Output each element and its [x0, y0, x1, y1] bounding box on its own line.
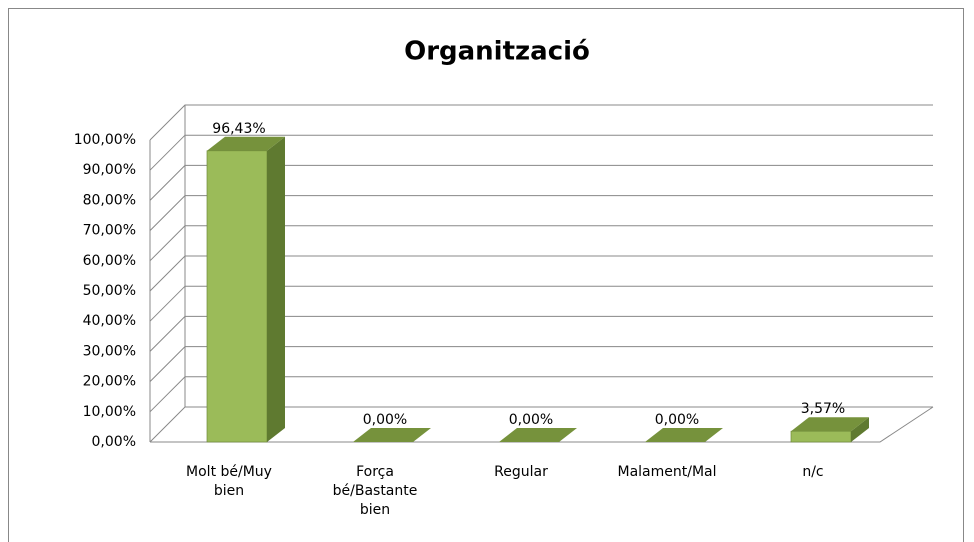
- value-label: 0,00%: [655, 412, 699, 428]
- bar: [790, 417, 869, 443]
- value-label: 96,43%: [212, 121, 265, 137]
- x-tick-label: n/c: [802, 464, 824, 480]
- bar-front: [790, 430, 852, 443]
- bar-top: [353, 428, 431, 442]
- grid-line: [149, 406, 933, 443]
- y-tick-label: 10,00%: [83, 404, 136, 420]
- value-label: 0,00%: [363, 412, 407, 428]
- y-tick-label: 40,00%: [83, 313, 136, 329]
- y-tick-label: 20,00%: [83, 374, 136, 390]
- grid-line: [149, 134, 933, 171]
- bar-top: [791, 417, 869, 432]
- y-tick-label: 90,00%: [83, 162, 136, 178]
- grid-line: [149, 225, 933, 262]
- y-tick-label: 50,00%: [83, 283, 136, 299]
- y-tick-label: 100,00%: [74, 132, 136, 148]
- y-tick-label: 60,00%: [83, 253, 136, 269]
- bar-side: [851, 417, 869, 442]
- grid-line: [149, 164, 933, 201]
- grid-line: [149, 376, 933, 413]
- value-label: 3,57%: [801, 401, 845, 417]
- grid-line: [149, 346, 933, 382]
- bar: [206, 136, 285, 443]
- x-tick-label: Regular: [494, 464, 548, 480]
- grid-line: [149, 315, 933, 352]
- y-tick-label: 30,00%: [83, 343, 136, 359]
- grid-line: [149, 285, 933, 322]
- y-tick-label: 0,00%: [92, 434, 136, 450]
- grid-line: [149, 195, 933, 231]
- bar-top: [499, 428, 577, 442]
- grid-line: [149, 255, 933, 292]
- bar-top: [207, 136, 285, 151]
- bar: [645, 428, 723, 442]
- x-tick-label: Molt bé/Muy bien: [186, 464, 272, 499]
- x-tick-label: Força bé/Bastante bien: [332, 464, 418, 518]
- bar-side: [267, 136, 285, 442]
- value-label: 0,00%: [509, 412, 553, 428]
- grid-line: [149, 104, 933, 141]
- bar: [353, 428, 431, 442]
- y-tick-label: 80,00%: [83, 192, 136, 208]
- bar: [499, 428, 577, 442]
- y-tick-label: 70,00%: [83, 223, 136, 239]
- bar-front: [206, 150, 268, 443]
- bar-top: [645, 428, 723, 442]
- chart-border: [8, 8, 964, 542]
- chart-title: Organització: [404, 37, 590, 67]
- x-tick-label: Malament/Mal: [617, 464, 717, 480]
